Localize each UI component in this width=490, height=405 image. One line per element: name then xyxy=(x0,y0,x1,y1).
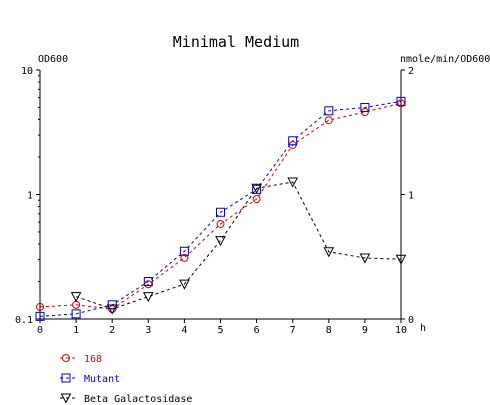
data-point-168 xyxy=(216,219,225,228)
data-point-mutant xyxy=(288,136,298,146)
y-left-axis-label: OD600 xyxy=(38,54,68,65)
y-left-tick-label: 0.1 xyxy=(15,315,33,326)
y-left-tick-label: 1 xyxy=(27,191,33,202)
data-point-168 xyxy=(324,116,333,125)
chart-title: Minimal Medium xyxy=(173,33,299,51)
legend: 168 Mutant Beta Galactosidase xyxy=(60,354,192,405)
data-point-beta-galactosidase xyxy=(215,236,226,247)
legend-label-mutant: Mutant xyxy=(84,374,120,385)
data-point-beta-galactosidase xyxy=(70,292,82,303)
x-axis-label: h xyxy=(420,323,426,334)
data-point-beta-galactosidase xyxy=(287,177,299,188)
data-point-mutant xyxy=(360,102,370,112)
x-tick-label: 8 xyxy=(326,325,332,336)
x-tick-label: 5 xyxy=(217,325,223,336)
data-point-mutant xyxy=(396,96,406,106)
data-point-beta-galactosidase xyxy=(395,254,407,265)
legend-marker-mutant xyxy=(61,373,71,383)
data-point-beta-galactosidase xyxy=(251,183,262,194)
legend-label-168: 168 xyxy=(84,354,102,365)
x-tick-label: 9 xyxy=(362,325,368,336)
x-tick-label: 6 xyxy=(254,325,260,336)
series-line-mutant xyxy=(39,100,402,317)
series-line-beta-galactosidase xyxy=(75,181,402,310)
data-point-168 xyxy=(36,302,44,311)
data-point-beta-galactosidase xyxy=(142,292,154,303)
y-right-axis-label: nmole/min/OD600 xyxy=(400,54,490,65)
data-point-168 xyxy=(360,107,369,116)
y-right-tick-label: 1 xyxy=(408,191,414,202)
x-tick-label: 1 xyxy=(73,325,79,336)
data-point-mutant xyxy=(71,309,81,319)
data-point-beta-galactosidase xyxy=(359,253,371,264)
series-markers xyxy=(35,96,407,321)
series-line-168 xyxy=(39,102,402,310)
series-lines xyxy=(39,100,402,317)
x-tick-label: 0 xyxy=(37,325,43,336)
x-tick-label: 4 xyxy=(181,325,187,336)
x-tick-label: 10 xyxy=(395,325,407,336)
x-tick-label: 3 xyxy=(145,325,151,336)
data-point-mutant xyxy=(324,106,334,116)
data-point-beta-galactosidase xyxy=(106,304,118,315)
y-right-tick-label: 2 xyxy=(408,66,414,77)
data-point-168 xyxy=(252,195,261,204)
data-point-mutant xyxy=(35,311,45,321)
data-point-beta-galactosidase xyxy=(323,247,335,258)
data-point-mutant xyxy=(216,207,225,217)
data-point-mutant xyxy=(143,277,153,287)
data-point-beta-galactosidase xyxy=(179,279,190,290)
data-point-mutant xyxy=(179,246,189,256)
legend-label-beta-galactosidase: Beta Galactosidase xyxy=(84,394,192,405)
data-point-168 xyxy=(180,253,189,262)
legend-marker-168 xyxy=(62,354,70,362)
y-left-tick-label: 10 xyxy=(21,66,33,77)
x-tick-label: 2 xyxy=(109,325,115,336)
legend-marker-beta-galactosidase xyxy=(60,393,72,404)
y-right-tick-label: 0 xyxy=(408,315,414,326)
x-tick-label: 7 xyxy=(290,325,296,336)
